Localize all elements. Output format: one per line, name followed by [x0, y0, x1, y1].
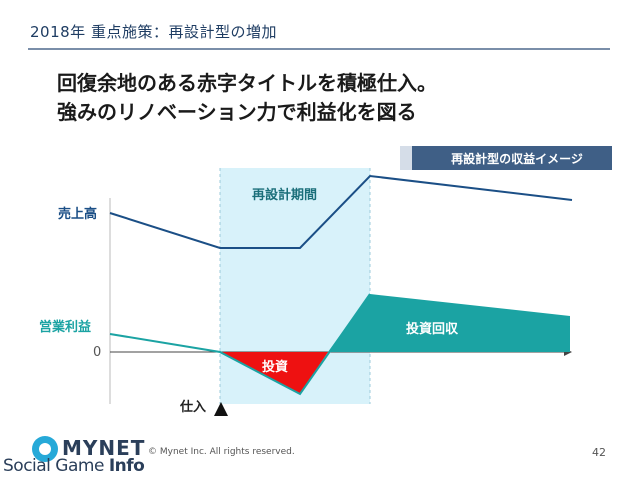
- investment-label: 投資: [262, 360, 289, 375]
- page-number: 42: [592, 446, 606, 459]
- sales-label: 売上高: [58, 207, 98, 222]
- headline-line-2: 強みのリノベーション力で利益化を図る: [57, 100, 417, 124]
- mynet-logo-icon: [32, 436, 58, 462]
- revenue-image-badge: 再設計型の収益イメージ: [412, 146, 612, 170]
- purchase-marker: [214, 402, 228, 416]
- investment-area: [220, 352, 328, 394]
- logo-subtitle: Social Game Info: [3, 456, 145, 476]
- zero-label: 0: [93, 345, 102, 360]
- logo-subtitle-bold: Info: [108, 456, 145, 476]
- header-divider: [28, 48, 610, 50]
- badge-tab-decoration: [400, 146, 414, 170]
- redesign-period-label: 再設計期間: [252, 188, 318, 203]
- investment-recovery-label: 投資回収: [406, 322, 459, 337]
- recovery-area: [328, 294, 570, 352]
- profit-line: [109, 293, 371, 396]
- operating-profit-label: 営業利益: [39, 320, 92, 335]
- copyright-text: © Mynet Inc. All rights reserved.: [148, 447, 295, 457]
- logo-wordmark: MYNET: [62, 436, 146, 460]
- logo-subtitle-light: Social Game: [3, 456, 104, 476]
- footer: [0, 428, 640, 480]
- purchase-label: 仕入: [180, 400, 207, 415]
- headline-line-1: 回復余地のある赤字タイトルを積極仕入。: [57, 71, 437, 95]
- slide-header-title: 2018年 重点施策：再設計型の増加: [30, 23, 277, 41]
- sales-line: [109, 174, 573, 249]
